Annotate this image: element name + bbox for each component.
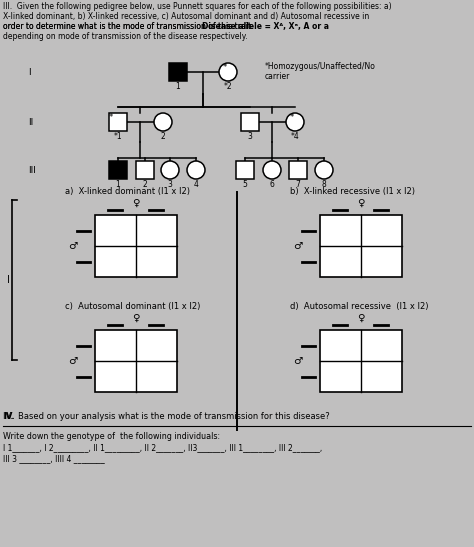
Circle shape <box>187 161 205 179</box>
Bar <box>236 161 254 179</box>
Text: ♀: ♀ <box>132 313 140 323</box>
Text: *2: *2 <box>224 82 232 91</box>
Text: 4: 4 <box>193 180 199 189</box>
Circle shape <box>315 161 333 179</box>
Text: III: III <box>28 166 36 175</box>
Text: order to determine what is the mode of transmission of this trait.: order to determine what is the mode of t… <box>3 22 256 31</box>
Text: IV.  Based on your analysis what is the mode of transmission for this disease?: IV. Based on your analysis what is the m… <box>3 412 330 421</box>
Bar <box>95 330 177 392</box>
Text: ♂: ♂ <box>293 241 302 251</box>
Bar <box>289 161 307 179</box>
Bar <box>169 63 187 81</box>
Text: ♂: ♂ <box>68 241 78 251</box>
Text: 2: 2 <box>143 180 147 189</box>
Text: I 1_______, I 2_________, II 1_________, II 2_______, II3_______, III 1________,: I 1_______, I 2_________, II 1_________,… <box>3 443 322 452</box>
Circle shape <box>263 161 281 179</box>
Bar <box>320 330 402 392</box>
Text: 3: 3 <box>247 132 253 141</box>
Text: 1: 1 <box>176 82 181 91</box>
Text: IV.: IV. <box>3 412 15 421</box>
Text: *1: *1 <box>114 132 122 141</box>
Text: 8: 8 <box>322 180 327 189</box>
Text: III 3 ________, IIII 4 ________: III 3 ________, IIII 4 ________ <box>3 454 105 463</box>
Text: ♂: ♂ <box>68 356 78 366</box>
Circle shape <box>161 161 179 179</box>
Text: 7: 7 <box>296 180 301 189</box>
Circle shape <box>219 63 237 81</box>
Text: I: I <box>7 275 9 285</box>
Bar <box>241 113 259 131</box>
Text: a)  X-linked dominant (I1 x I2): a) X-linked dominant (I1 x I2) <box>65 187 190 196</box>
Text: carrier: carrier <box>265 72 291 81</box>
Text: 3: 3 <box>168 180 173 189</box>
Text: b)  X-linked recessive (I1 x I2): b) X-linked recessive (I1 x I2) <box>290 187 415 196</box>
Text: ♂: ♂ <box>293 356 302 366</box>
Text: Disease allele = Xᴬ, Xᵃ, A or a: Disease allele = Xᴬ, Xᵃ, A or a <box>202 22 329 31</box>
Text: c)  Autosomal dominant (I1 x I2): c) Autosomal dominant (I1 x I2) <box>65 302 201 311</box>
Text: 1: 1 <box>116 180 120 189</box>
Text: depending on mode of transmission of the disease respectively.: depending on mode of transmission of the… <box>3 32 247 41</box>
Text: II: II <box>28 118 33 127</box>
Text: X-linked dominant, b) X-linked recessive, c) Autosomal dominant and d) Autosomal: X-linked dominant, b) X-linked recessive… <box>3 12 369 21</box>
Text: 5: 5 <box>243 180 247 189</box>
Text: ♀: ♀ <box>357 313 365 323</box>
Text: order to determine what is the mode of transmission of this trait.: order to determine what is the mode of t… <box>3 22 256 31</box>
Bar <box>320 215 402 277</box>
Text: ♀: ♀ <box>132 198 140 208</box>
Bar <box>109 161 127 179</box>
Circle shape <box>154 113 172 131</box>
Bar <box>109 113 127 131</box>
Bar <box>136 161 154 179</box>
Circle shape <box>286 113 304 131</box>
Text: 6: 6 <box>270 180 274 189</box>
Text: ♀: ♀ <box>357 198 365 208</box>
Text: Write down the genotype of  the following individuals:: Write down the genotype of the following… <box>3 432 220 441</box>
Text: I: I <box>28 68 31 77</box>
Text: *Homozygous/Unaffected/No: *Homozygous/Unaffected/No <box>265 62 376 71</box>
Text: d)  Autosomal recessive  (I1 x I2): d) Autosomal recessive (I1 x I2) <box>290 302 428 311</box>
Bar <box>95 215 177 277</box>
Text: *: * <box>223 63 227 72</box>
Text: 2: 2 <box>161 132 165 141</box>
Text: *: * <box>290 113 294 122</box>
Text: III.  Given the following pedigree below, use Punnett squares for each of the fo: III. Given the following pedigree below,… <box>3 2 392 11</box>
Text: *4: *4 <box>291 132 300 141</box>
Text: *: * <box>109 113 113 122</box>
